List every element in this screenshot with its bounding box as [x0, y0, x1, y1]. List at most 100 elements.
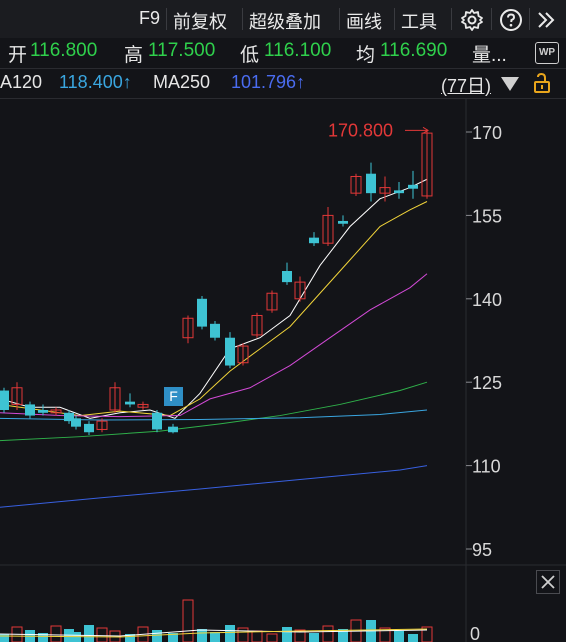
candle-body — [25, 404, 35, 416]
y-tick-label: 140 — [472, 290, 502, 310]
divider — [394, 8, 395, 30]
max-marker-arrow — [422, 126, 429, 134]
open-value: 116.800 — [30, 40, 98, 61]
avg-value: 116.690 — [380, 40, 448, 61]
low-label: 低 — [240, 45, 260, 66]
max-price-label: 170.800 — [328, 120, 393, 140]
candle-body — [38, 410, 48, 413]
divider — [166, 8, 167, 30]
ma-bar: A120 118.400↑ MA250 101.796↑ (77日) — [0, 68, 566, 98]
candle-body — [421, 132, 433, 197]
draw-line-button[interactable]: 画线 — [346, 12, 382, 32]
candle-body — [0, 390, 9, 410]
double-chevron-right-icon[interactable] — [536, 10, 556, 30]
candle-body — [266, 292, 278, 311]
ma5-line — [0, 178, 428, 419]
candle-body — [294, 281, 306, 300]
candle-body — [282, 271, 292, 283]
volume-bar — [210, 632, 220, 642]
volume-bar — [38, 633, 48, 642]
candle-body — [125, 401, 135, 405]
y-tick-label: 110 — [472, 457, 501, 477]
volume-tick-label: 0 — [470, 624, 480, 642]
volume-bar — [408, 634, 418, 642]
candle-body — [366, 173, 376, 194]
volume-bar — [50, 625, 62, 642]
ma120-label: A120 — [0, 72, 43, 92]
wp-icon[interactable]: WP — [535, 42, 559, 64]
candle-body — [379, 187, 391, 194]
candle-body — [96, 420, 108, 430]
candle-body — [322, 214, 334, 244]
restore-button[interactable]: 前复权 — [173, 12, 227, 32]
y-tick-label: 125 — [472, 373, 502, 393]
volume-bar — [84, 625, 94, 642]
candle-body — [225, 337, 235, 366]
tools-button[interactable]: 工具 — [401, 12, 437, 32]
ma250-line — [0, 465, 428, 508]
volume-ma-line — [0, 629, 428, 637]
y-tick-label: 170 — [472, 123, 502, 143]
candle-body — [71, 418, 81, 427]
triangle-down-icon[interactable] — [500, 76, 520, 92]
volume-bar — [125, 634, 135, 642]
candle-body — [408, 184, 418, 189]
event-marker[interactable]: F — [164, 387, 183, 406]
volume-bar — [96, 627, 108, 642]
overlay-button[interactable]: 超级叠加 — [249, 12, 321, 32]
ma120-value: 118.400↑ — [59, 72, 132, 92]
volume-bar — [282, 627, 292, 642]
volume-bar — [421, 626, 433, 642]
divider — [529, 8, 530, 30]
candlestick-chart[interactable]: 170 155 140 125 110 95 0 170.800 — [0, 99, 566, 642]
candle-body — [152, 412, 162, 430]
candle-body — [338, 220, 348, 224]
volume-bar — [168, 633, 178, 642]
candle-body — [137, 403, 149, 408]
divider — [451, 8, 452, 30]
help-icon[interactable] — [499, 8, 523, 32]
ma120-line — [0, 409, 428, 421]
divider — [491, 8, 492, 30]
candle-body — [182, 317, 194, 339]
volume-bar — [251, 630, 263, 642]
toolbar: F9 前复权 超级叠加 画线 工具 — [0, 0, 566, 38]
ma60-line — [0, 381, 428, 442]
candle-body — [251, 314, 263, 336]
period-selector[interactable]: (77日) — [441, 76, 492, 96]
candle-body — [237, 345, 249, 364]
volume-bar — [0, 634, 9, 642]
volume-label: 量... — [472, 45, 507, 66]
f9-button[interactable]: F9 — [139, 8, 161, 28]
quote-bar: 开 116.800 高 117.500 低 116.100 均 116.690 … — [0, 38, 566, 68]
y-tick-label: 95 — [472, 540, 492, 560]
volume-bar — [237, 627, 249, 642]
unlock-icon[interactable] — [531, 72, 553, 94]
volume-bar — [266, 633, 278, 642]
ma250-value: 101.796↑ — [231, 72, 306, 92]
ma20-line — [0, 273, 428, 418]
candle-body — [84, 423, 94, 433]
volume-bar — [225, 625, 235, 642]
volume-bar — [197, 629, 207, 642]
volume-bar — [338, 629, 348, 642]
divider — [0, 98, 566, 99]
volume-bar — [294, 629, 306, 642]
candle-body — [109, 387, 121, 411]
candle-body — [64, 412, 74, 422]
candle-body — [168, 426, 178, 433]
ma250-label: MA250 — [153, 72, 211, 92]
volume-ma-line — [0, 628, 428, 638]
candle-body — [197, 298, 207, 327]
volume-bar — [152, 630, 162, 642]
ma10-line — [0, 201, 428, 417]
candle-body — [210, 323, 220, 338]
close-button[interactable] — [536, 570, 560, 594]
gear-icon[interactable] — [460, 8, 484, 32]
volume-bar — [182, 599, 194, 642]
candle-body — [50, 409, 62, 414]
candle-body — [394, 190, 404, 194]
close-icon — [541, 575, 555, 589]
avg-label: 均 — [356, 45, 376, 66]
y-tick-label: 155 — [472, 206, 502, 226]
